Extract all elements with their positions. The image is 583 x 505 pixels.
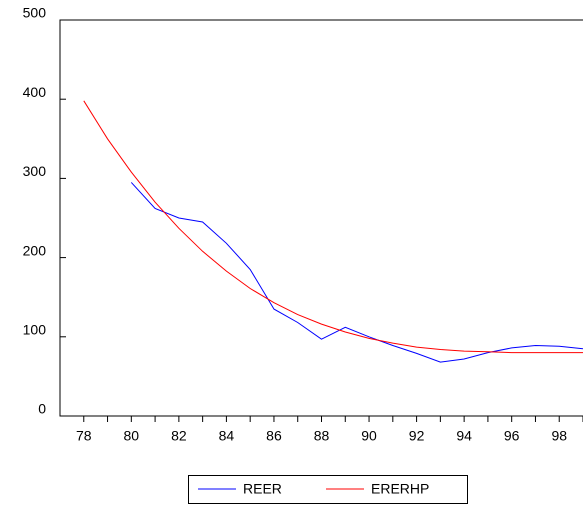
x-tick-label: 90 [361, 428, 377, 444]
legend-label: ERERHP [371, 481, 429, 497]
x-tick-label: 92 [409, 428, 425, 444]
y-tick-label: 300 [23, 163, 47, 179]
x-tick-label: 82 [171, 428, 187, 444]
y-tick-label: 200 [23, 242, 47, 258]
plot-frame [59, 19, 583, 417]
x-tick-label: 96 [504, 428, 520, 444]
x-tick-label: 94 [456, 428, 472, 444]
y-tick-label: 100 [23, 322, 47, 338]
x-tick-label: 98 [551, 428, 567, 444]
x-tick-label: 88 [314, 428, 330, 444]
y-tick-label: 400 [23, 84, 47, 100]
x-tick-label: 80 [124, 428, 140, 444]
series-line [83, 100, 583, 354]
x-tick-label: 86 [266, 428, 282, 444]
legend-label: REER [243, 481, 282, 497]
y-tick-label: 0 [38, 401, 46, 417]
x-tick-label: 78 [76, 428, 92, 444]
series-line [130, 182, 583, 363]
y-tick-label: 500 [23, 5, 47, 21]
x-tick-label: 84 [219, 428, 235, 444]
